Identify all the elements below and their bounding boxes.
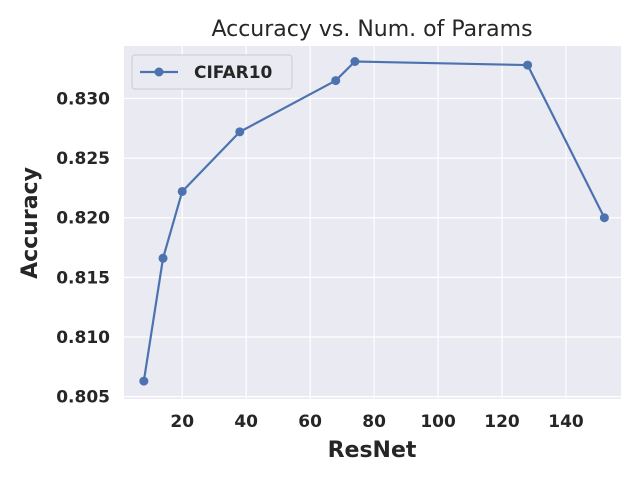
x-axis-label: ResNet bbox=[328, 438, 417, 463]
legend-marker bbox=[154, 67, 164, 77]
y-tick-label: 0.805 bbox=[56, 388, 110, 408]
y-axis-label: Accuracy bbox=[18, 167, 43, 279]
y-tick-labels: 0.805 0.810 0.815 0.820 0.825 0.830 bbox=[56, 89, 110, 407]
data-point bbox=[177, 186, 187, 196]
data-point bbox=[599, 213, 609, 223]
x-tick-label: 60 bbox=[298, 412, 322, 432]
x-tick-labels: 20 40 60 80 100 120 140 bbox=[170, 412, 584, 432]
x-tick-label: 100 bbox=[420, 412, 456, 432]
y-tick-label: 0.810 bbox=[56, 328, 110, 348]
data-point bbox=[139, 376, 149, 386]
y-tick-label: 0.815 bbox=[56, 268, 110, 288]
legend: CIFAR10 bbox=[131, 54, 293, 90]
legend-box bbox=[131, 54, 293, 90]
data-point bbox=[331, 76, 341, 86]
data-point bbox=[158, 253, 168, 263]
y-tick-label: 0.825 bbox=[56, 149, 110, 169]
plot-area bbox=[124, 46, 621, 399]
grid bbox=[124, 46, 621, 399]
data-point bbox=[523, 60, 533, 70]
x-tick-label: 80 bbox=[362, 412, 386, 432]
legend-label: CIFAR10 bbox=[194, 63, 273, 83]
chart-title: Accuracy vs. Num. of Params bbox=[211, 17, 532, 42]
x-tick-label: 120 bbox=[484, 412, 520, 432]
x-tick-label: 40 bbox=[234, 412, 258, 432]
x-tick-label: 20 bbox=[170, 412, 194, 432]
data-point bbox=[235, 127, 245, 137]
y-tick-label: 0.820 bbox=[56, 209, 110, 229]
x-tick-label: 140 bbox=[548, 412, 584, 432]
series-group bbox=[139, 57, 609, 386]
y-tick-label: 0.830 bbox=[56, 89, 110, 109]
series-line-cifar10 bbox=[142, 60, 606, 382]
data-point bbox=[350, 57, 360, 67]
